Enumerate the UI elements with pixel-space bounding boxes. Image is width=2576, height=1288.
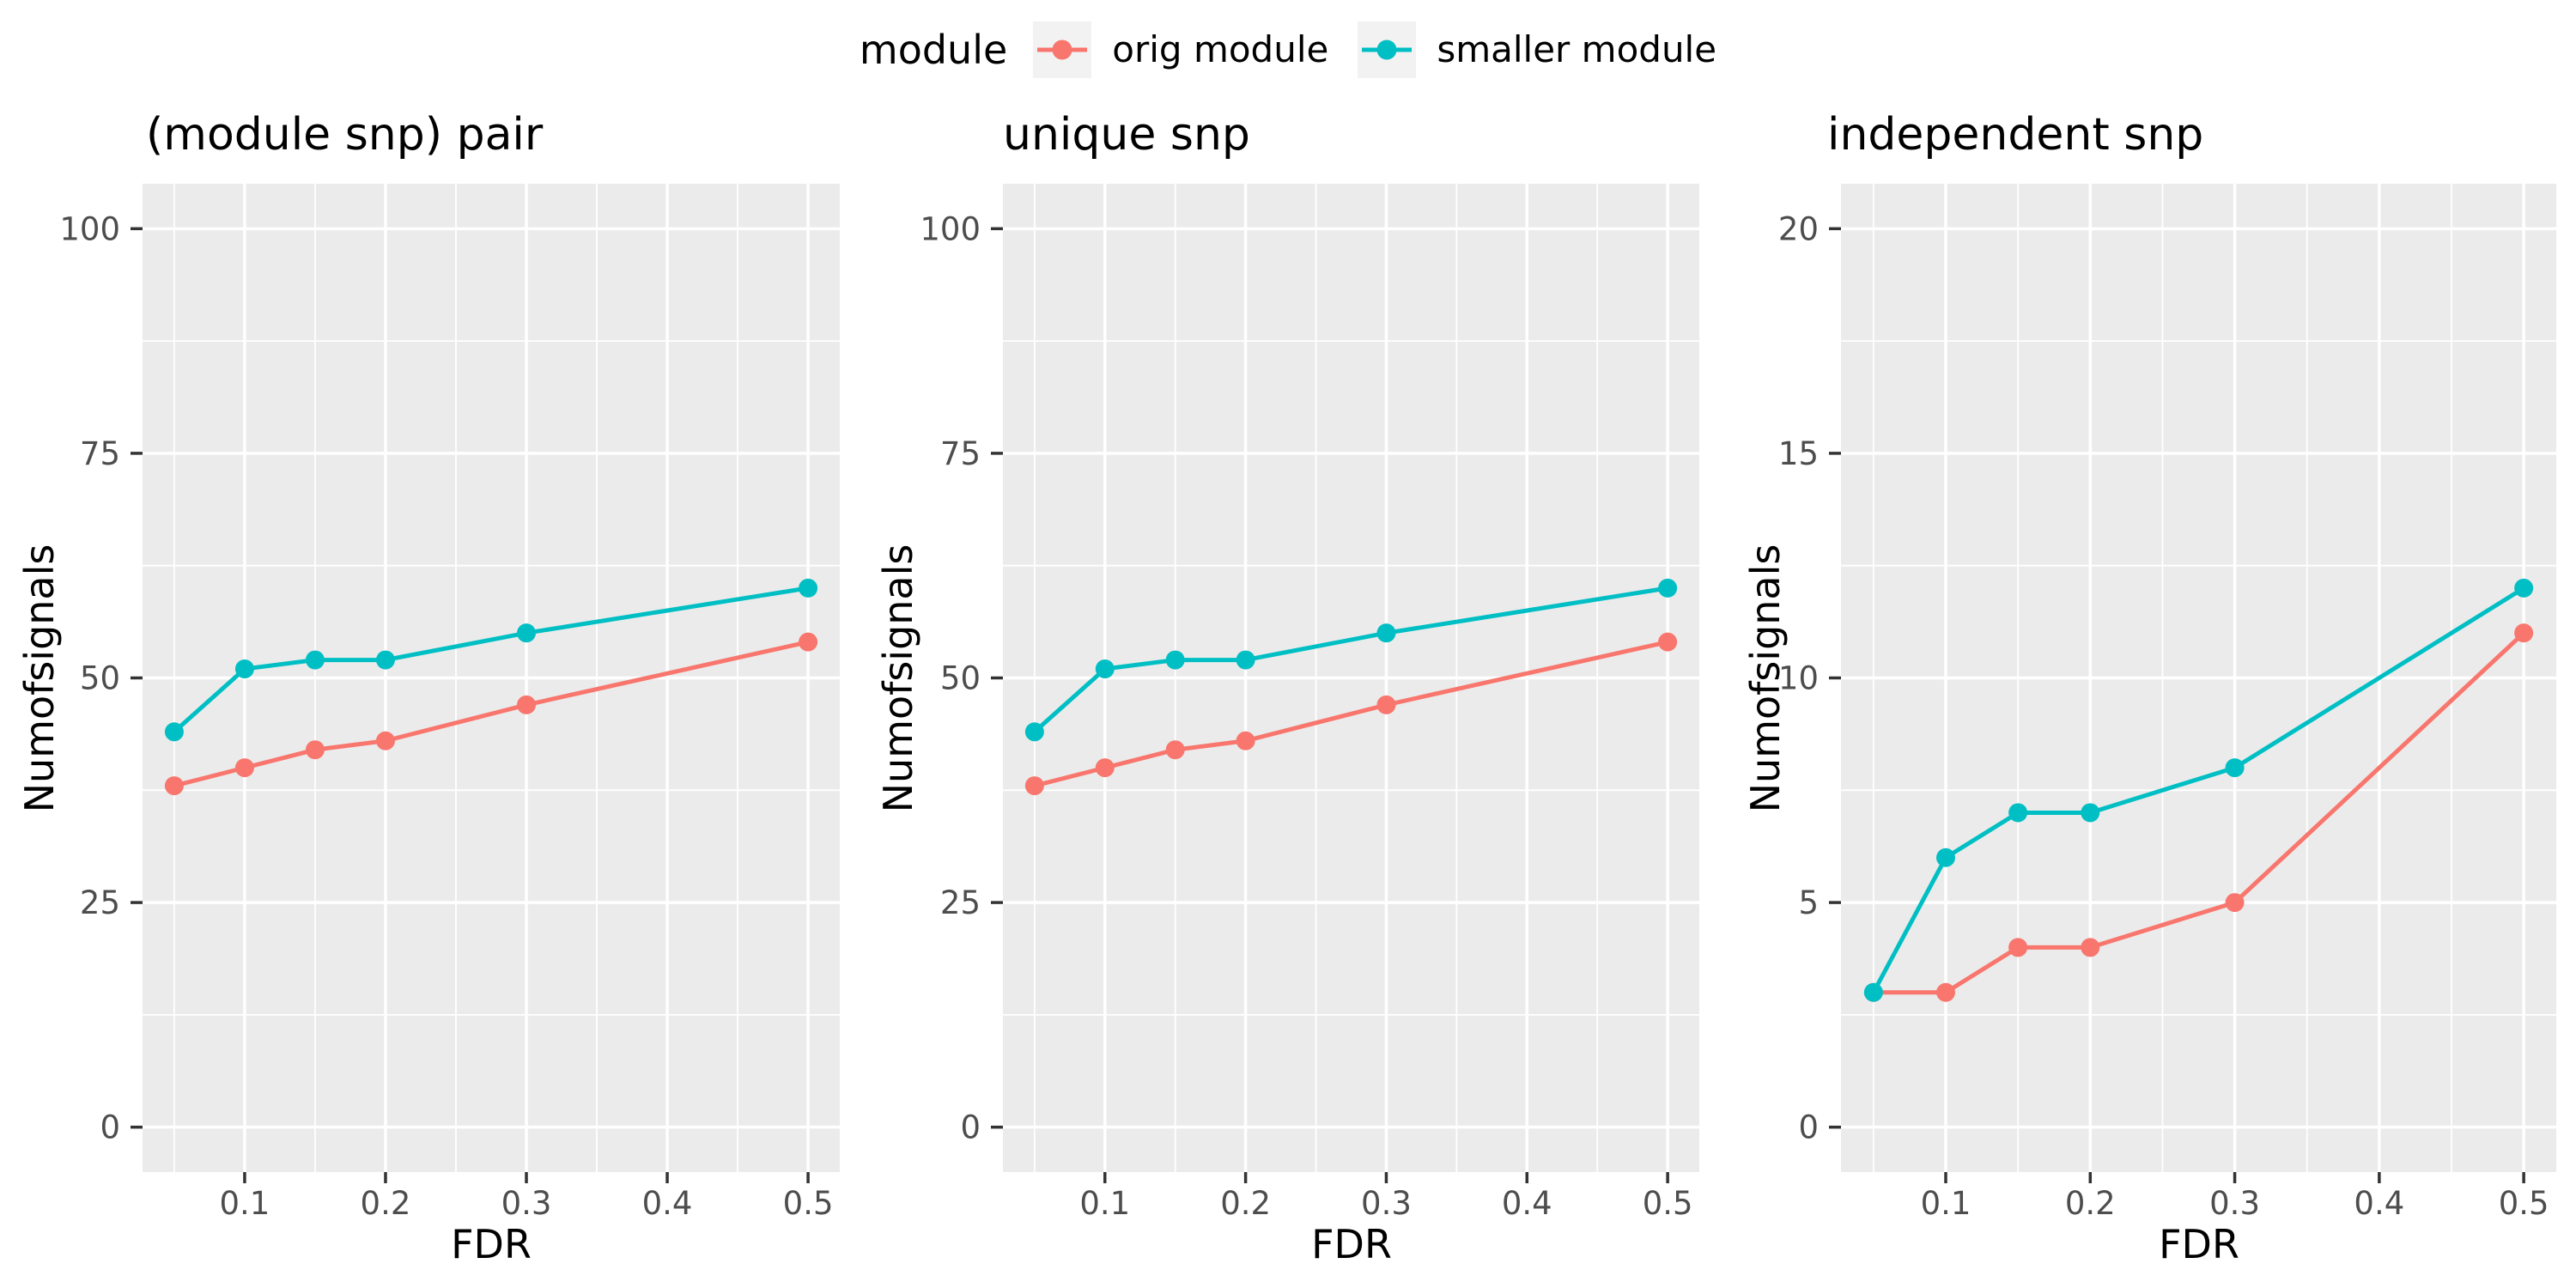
series-line-smaller-module (1033, 586, 1668, 734)
data-point-smaller-module (1095, 659, 1115, 679)
x-tick-label: 0.5 (2499, 1185, 2549, 1222)
y-tick-label: 5 (1798, 884, 1819, 921)
series-line-smaller-module (173, 586, 809, 734)
x-tick-label: 0.1 (1079, 1185, 1130, 1222)
y-tick-label: 75 (940, 435, 981, 472)
y-tick-label: 15 (1778, 435, 1819, 472)
data-point-orig-module (164, 776, 184, 796)
x-tick-label: 0.1 (220, 1185, 270, 1222)
y-axis-title: Numofsignals (1742, 544, 1789, 813)
data-point-smaller-module (1936, 848, 1956, 867)
data-point-orig-module (2008, 938, 2028, 957)
plot-title: independent snp (1827, 109, 2204, 161)
data-point-orig-module (1236, 731, 1255, 750)
legend-item-label: orig module (1112, 28, 1329, 70)
data-point-smaller-module (164, 722, 184, 742)
x-axis-title: FDR (451, 1221, 532, 1267)
data-point-orig-module (305, 740, 325, 760)
legend: module orig module smaller module (0, 0, 2576, 99)
data-point-smaller-module (234, 659, 254, 679)
legend-title: module (859, 26, 1008, 73)
x-tick-label: 0.3 (1361, 1185, 1412, 1222)
data-point-orig-module (1024, 776, 1044, 796)
legend-item-label: smaller module (1437, 28, 1717, 70)
y-tick-label: 20 (1778, 210, 1819, 247)
y-tick-label: 100 (59, 210, 120, 247)
data-point-smaller-module (1376, 623, 1396, 643)
data-point-smaller-module (517, 623, 537, 643)
plot-title: (module snp) pair (146, 109, 544, 161)
x-tick-label: 0.4 (2354, 1185, 2404, 1222)
x-tick-label: 0.1 (1921, 1185, 1971, 1222)
x-axis-title: FDR (2159, 1221, 2239, 1267)
plot-title: unique snp (1003, 109, 1250, 161)
y-tick-label: 0 (100, 1109, 120, 1146)
legend-key-orig-module (1033, 21, 1092, 78)
x-tick-label: 0.5 (783, 1185, 834, 1222)
plot-independent-snp: 0.1 0.2 0.3 0.4 0.5 0 5 10 15 20 independent snp … (1717, 0, 2576, 1288)
data-point-orig-module (1376, 695, 1396, 714)
x-tick-label: 0.2 (361, 1185, 411, 1222)
data-point-smaller-module (1024, 722, 1044, 742)
y-tick-label: 75 (80, 435, 120, 472)
data-point-smaller-module (1863, 982, 1883, 1002)
data-point-orig-module (1095, 758, 1115, 778)
data-point-smaller-module (305, 650, 325, 670)
y-tick-label: 50 (940, 660, 981, 697)
data-point-smaller-module (375, 650, 395, 670)
data-point-smaller-module (1658, 578, 1678, 598)
data-point-orig-module (1936, 982, 1956, 1002)
y-tick-label: 50 (80, 660, 120, 697)
data-point-orig-module (2081, 938, 2100, 957)
x-tick-label: 0.5 (1643, 1185, 1693, 1222)
data-point-orig-module (1165, 740, 1185, 760)
data-point-orig-module (234, 758, 254, 778)
x-axis-title: FDR (1311, 1221, 1392, 1267)
data-point-smaller-module (2081, 803, 2100, 823)
chart-canvas-independent-snp: 0.1 0.2 0.3 0.4 0.5 0 5 10 15 20 (1778, 184, 2556, 1222)
x-tick-label: 0.3 (501, 1185, 552, 1222)
x-tick-label: 0.4 (1502, 1185, 1552, 1222)
y-tick-label: 0 (1798, 1109, 1819, 1146)
x-tick-label: 0.2 (2065, 1185, 2116, 1222)
y-tick-label: 0 (960, 1109, 981, 1146)
data-point-orig-module (375, 731, 395, 750)
data-point-orig-module (517, 695, 537, 714)
y-axis-title: Numofsignals (875, 544, 921, 813)
data-point-smaller-module (1165, 650, 1185, 670)
data-point-orig-module (2514, 623, 2534, 643)
series-line-orig-module (1873, 631, 2525, 995)
legend-item-smaller-module: smaller module (1358, 21, 1716, 78)
series-line-smaller-module (1871, 586, 2525, 993)
data-point-orig-module (1658, 632, 1678, 652)
data-point-orig-module (2225, 893, 2245, 913)
y-tick-label: 10 (1778, 660, 1819, 697)
data-point-smaller-module (1236, 650, 1255, 670)
y-tick-label: 100 (920, 210, 981, 247)
y-tick-label: 25 (940, 884, 981, 921)
x-tick-label: 0.4 (642, 1185, 693, 1222)
data-point-smaller-module (2225, 758, 2245, 778)
legend-key-point (1052, 39, 1072, 59)
data-point-smaller-module (799, 578, 818, 598)
plot-module-snp-pair: 0.1 0.2 0.3 0.4 0.5 0 25 50 75 100 (module snp) p… (0, 0, 859, 1288)
chart-canvas-module-snp-pair: 0.1 0.2 0.3 0.4 0.5 0 25 50 75 100 (59, 184, 840, 1222)
legend-key-smaller-module (1358, 21, 1417, 78)
series-line-orig-module (1034, 640, 1668, 788)
chart-canvas-unique-snp: 0.1 0.2 0.3 0.4 0.5 0 25 50 75 100 (920, 184, 1699, 1222)
data-point-orig-module (799, 632, 818, 652)
data-point-smaller-module (2008, 803, 2028, 823)
plot-unique-snp: 0.1 0.2 0.3 0.4 0.5 0 25 50 75 100 unique snp Num… (859, 0, 1717, 1288)
data-point-smaller-module (2514, 578, 2534, 598)
x-tick-label: 0.2 (1220, 1185, 1271, 1222)
y-axis-title: Numofsignals (16, 544, 63, 813)
x-tick-label: 0.3 (2209, 1185, 2260, 1222)
legend-item-orig-module: orig module (1033, 21, 1328, 78)
y-tick-label: 25 (80, 884, 120, 921)
series-line-orig-module (173, 640, 809, 788)
legend-key-point (1376, 39, 1397, 59)
